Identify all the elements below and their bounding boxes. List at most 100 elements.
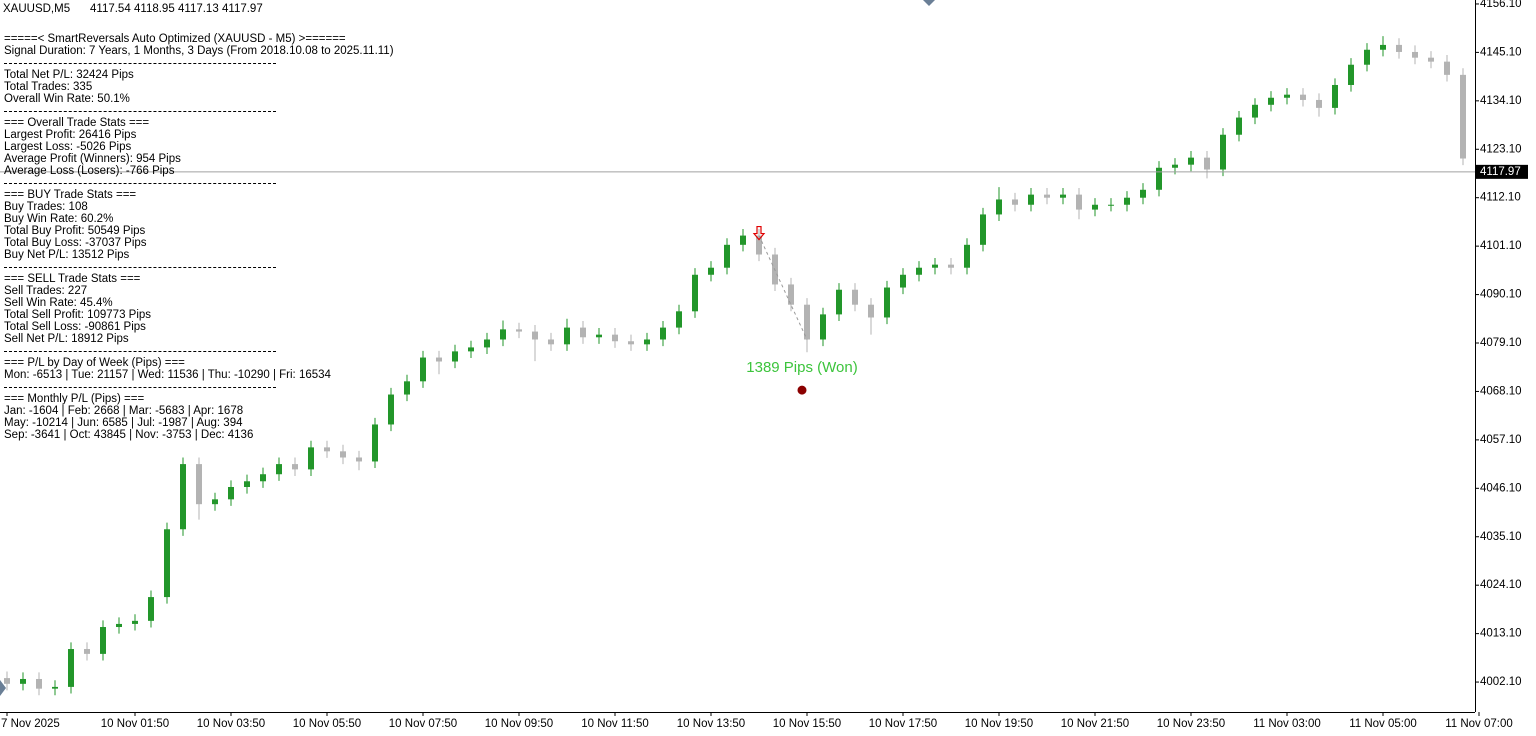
candle-body	[996, 199, 1002, 215]
x-tick-label: 10 Nov 17:50	[869, 718, 937, 730]
candle-body	[1108, 204, 1114, 206]
stats-line: Signal Duration: 7 Years, 1 Months, 3 Da…	[4, 45, 394, 57]
candle-body	[180, 464, 186, 530]
candle-body	[1284, 94, 1290, 98]
stats-line: Sell Trades: 227	[4, 285, 88, 297]
separator	[4, 381, 276, 393]
y-tick-label: 4156.10	[1480, 0, 1522, 10]
candle-body	[1332, 84, 1338, 108]
candle-body	[788, 284, 794, 305]
candle-body	[20, 678, 26, 684]
x-tick-label: 7 Nov 2025	[1, 718, 60, 730]
y-tick-label: 4035.10	[1480, 531, 1522, 543]
candle-body	[644, 339, 650, 345]
candle-body	[1204, 157, 1210, 170]
x-tick-label: 10 Nov 11:50	[581, 718, 649, 730]
candle-body	[1268, 97, 1274, 105]
separator	[4, 261, 276, 273]
candle-body	[1172, 164, 1178, 168]
candle-body	[820, 314, 826, 340]
stats-line: Total Trades: 335	[4, 81, 93, 93]
ohlc-value: 4117.54	[90, 3, 131, 15]
stats-line: === P/L by Day of Week (Pips) ===	[4, 357, 185, 369]
candle-body	[1012, 199, 1018, 205]
candle-body	[964, 244, 970, 268]
candle-body	[1076, 194, 1082, 210]
candle-body	[84, 649, 90, 654]
candle-body	[308, 447, 314, 470]
candle-body	[1236, 117, 1242, 135]
stats-line: === SELL Trade Stats ===	[4, 273, 141, 285]
stats-line: Largest Loss: -5026 Pips	[4, 141, 132, 153]
candle-body	[148, 597, 154, 621]
stats-line: Total Net P/L: 32424 Pips	[4, 69, 134, 81]
candle-body	[52, 686, 58, 689]
candle-body	[1460, 74, 1466, 159]
candle-body	[1380, 44, 1386, 50]
stats-panel: =====< SmartReversals Auto Optimized (XA…	[4, 33, 394, 441]
candle-body	[388, 394, 394, 425]
candle-body	[708, 267, 714, 275]
ohlc-value: 4118.95	[134, 3, 175, 15]
candle-body	[836, 289, 842, 315]
stats-line: Total Buy Loss: -37037 Pips	[4, 237, 147, 249]
x-tick-label: 10 Nov 15:50	[773, 718, 841, 730]
candle-body	[1188, 157, 1194, 165]
candle-body	[1316, 99, 1322, 108]
stats-line: Sep: -3641 | Oct: 43845 | Nov: -3753 | D…	[4, 429, 254, 441]
candle-body	[676, 311, 682, 328]
candle-body	[1444, 61, 1450, 75]
shift-marker	[0, 680, 6, 696]
stats-line: Average Profit (Winners): 954 Pips	[4, 153, 181, 165]
x-tick-label: 10 Nov 09:50	[485, 718, 553, 730]
candle-body	[628, 341, 634, 345]
stats-line: Buy Net P/L: 13512 Pips	[4, 249, 130, 261]
candle-body	[1220, 134, 1226, 170]
sell-arrow	[752, 225, 766, 241]
y-tick-label: 4101.10	[1480, 240, 1522, 252]
candle-body	[516, 329, 522, 332]
y-tick-label: 4013.10	[1480, 628, 1522, 640]
y-tick-label: 4024.10	[1480, 579, 1522, 591]
stats-line: Overall Win Rate: 50.1%	[4, 93, 130, 105]
ohlc-value: 4117.97	[222, 3, 263, 15]
candle-body	[1252, 104, 1258, 118]
candle-body	[484, 339, 490, 348]
stats-line: Total Sell Profit: 109773 Pips	[4, 309, 152, 321]
candle-body	[372, 424, 378, 462]
y-tick-label: 4057.10	[1480, 434, 1522, 446]
x-tick-label: 10 Nov 05:50	[293, 718, 361, 730]
candle-body	[340, 451, 346, 458]
candle-body	[1412, 51, 1418, 58]
candle-body	[1092, 204, 1098, 210]
candle-body	[1428, 57, 1434, 62]
candle-body	[612, 334, 618, 342]
candle-body	[36, 678, 42, 689]
candle-body	[116, 623, 122, 628]
candle-body	[100, 627, 106, 654]
candle-body	[948, 264, 954, 268]
candle-body	[900, 274, 906, 288]
candle-body	[68, 649, 74, 687]
candle-body	[356, 457, 362, 462]
y-tick-label: 4145.10	[1480, 46, 1522, 58]
symbol: XAUUSD,M5	[3, 3, 70, 15]
bid-box	[1476, 164, 1528, 179]
candle-body	[404, 381, 410, 395]
candle-body	[564, 327, 570, 345]
x-tick-label: 10 Nov 07:50	[389, 718, 457, 730]
candle-body	[868, 304, 874, 318]
x-tick-label: 10 Nov 21:50	[1061, 718, 1129, 730]
candle-body	[916, 267, 922, 275]
ohlc-value: 4117.13	[178, 3, 219, 15]
candle-body	[276, 464, 282, 475]
stats-line: Buy Trades: 108	[4, 201, 88, 213]
candle-body	[500, 329, 506, 340]
result-label: 1389 Pips (Won)	[746, 359, 857, 376]
candle-body	[212, 499, 218, 505]
x-tick-label: 11 Nov 07:00	[1445, 718, 1513, 730]
separator	[4, 105, 276, 117]
candle-body	[756, 235, 762, 255]
stats-line: Sell Net P/L: 18912 Pips	[4, 333, 129, 345]
